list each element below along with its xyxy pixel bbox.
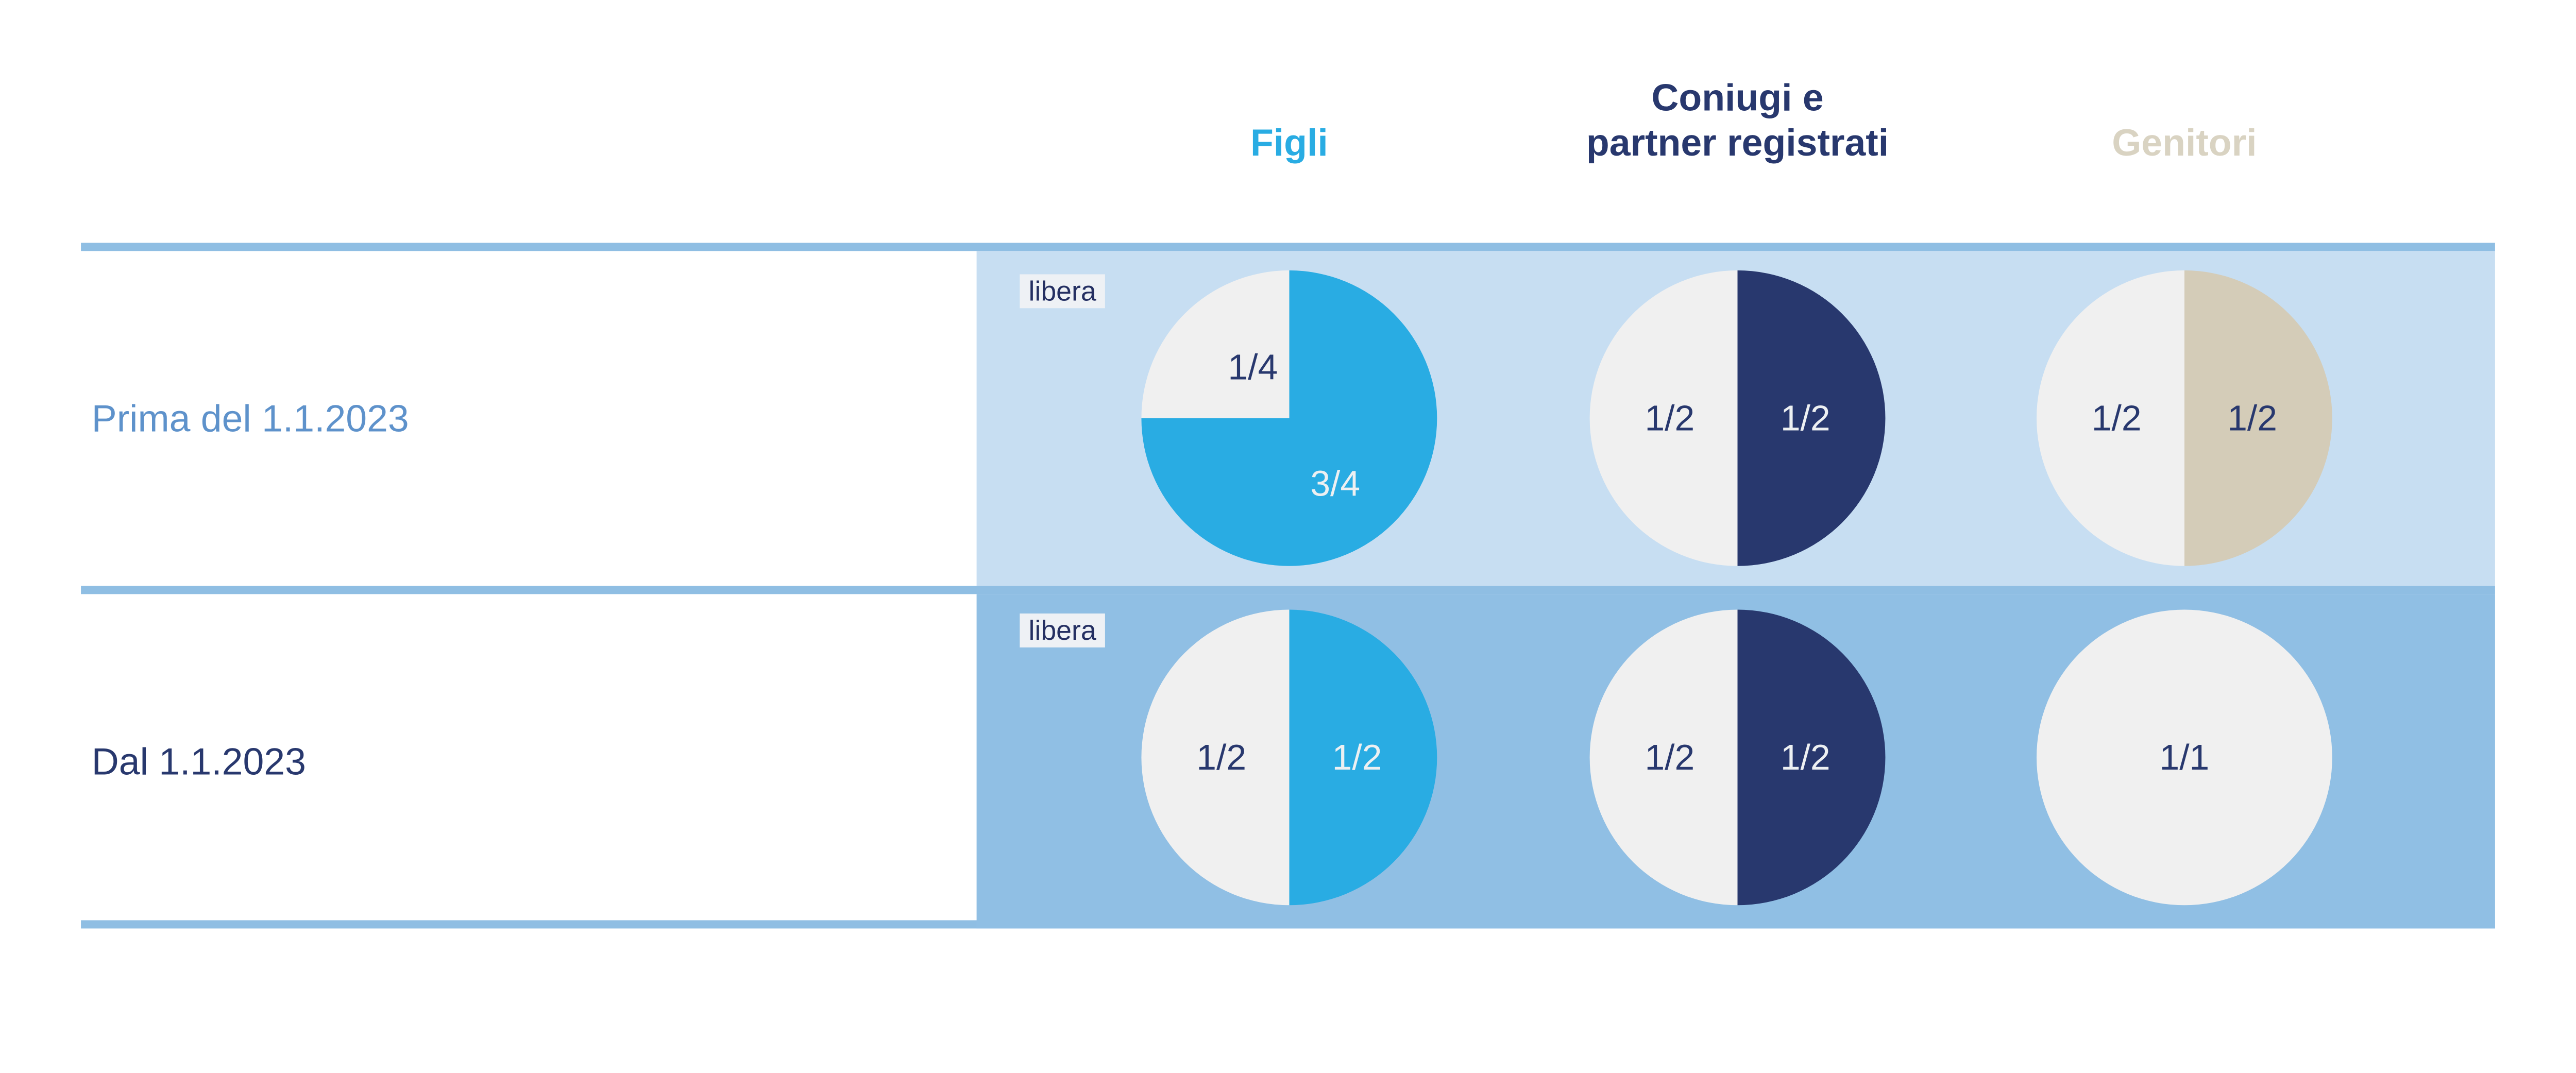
pie-slice-label: 1/2: [2227, 398, 2277, 438]
pie-slice-label: 1/2: [1645, 737, 1695, 777]
pie-slice-label: 1/2: [1332, 737, 1382, 777]
pie-chart-coniugi-dal: 1/2 1/2: [1589, 609, 1886, 906]
column-header-figli: Figli: [902, 120, 1677, 165]
pie-chart-figli-dal: 1/2 1/2: [1141, 609, 1437, 906]
column-header-coniugi: Coniugi e partner registrati: [1350, 75, 2125, 165]
pie-slice-label: 1/4: [1228, 347, 1278, 387]
pie-slice-label: 1/2: [1645, 398, 1695, 438]
column-header-line: Coniugi e: [1651, 76, 1824, 119]
pie-chart-figli-prima: 1/4 3/4: [1141, 270, 1437, 566]
pie-slice-label: 1/2: [2091, 398, 2142, 438]
libera-badge: libera: [1020, 274, 1105, 309]
pie-chart-genitori-dal: 1/1: [2036, 609, 2332, 906]
pie-chart-genitori-prima: 1/2 1/2: [2036, 270, 2332, 566]
column-header-line: Figli: [1250, 121, 1328, 164]
pie-slice-label: 3/4: [1310, 463, 1361, 504]
row-label-dal: Dal 1.1.2023: [91, 740, 306, 782]
table-middle-border: [81, 586, 2495, 594]
table-top-border: [81, 243, 2495, 251]
column-header-line: Genitori: [2112, 121, 2257, 164]
row-label-prima: Prima del 1.1.2023: [91, 397, 409, 440]
libera-badge: libera: [1020, 613, 1105, 648]
pie-slice-label: 1/2: [1780, 398, 1831, 438]
column-header-line: partner registrati: [1586, 121, 1889, 164]
pie-slice-label: 1/2: [1780, 737, 1831, 777]
pie-slice-label: 1/2: [1196, 737, 1247, 777]
pie-chart-coniugi-prima: 1/2 1/2: [1589, 270, 1886, 566]
column-header-genitori: Genitori: [1797, 120, 2572, 165]
inheritance-shares-infographic: Figli Coniugi e partner registrati Genit…: [81, 75, 2572, 929]
pie-slice-label: 1/1: [2159, 737, 2210, 777]
